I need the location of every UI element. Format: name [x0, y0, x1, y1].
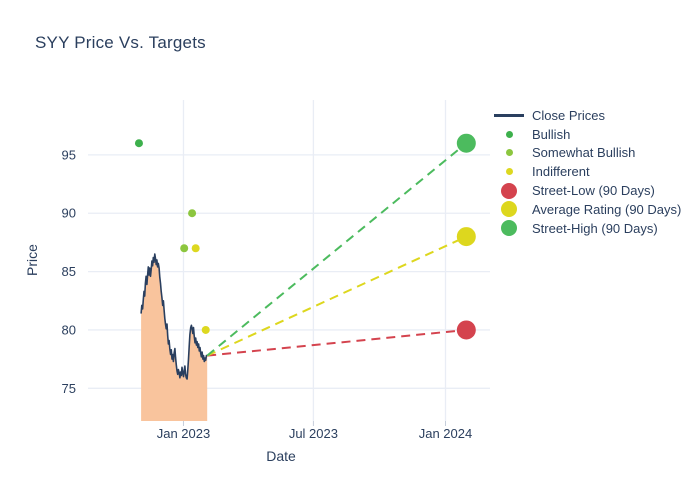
- legend-item-somewhat-bullish[interactable]: Somewhat Bullish: [494, 144, 681, 163]
- projection-line-street-low: [207, 328, 467, 357]
- projection-line-street-high: [206, 142, 467, 357]
- y-tick-label: 95: [62, 147, 76, 162]
- y-axis-title: Price: [24, 244, 40, 276]
- legend-label: Indifferent: [532, 164, 590, 180]
- rating-dot-indifferent[interactable]: [191, 244, 200, 253]
- x-tick-label: Jul 2023: [289, 426, 338, 441]
- legend-swatch-close-prices-icon: [494, 114, 524, 117]
- legend-swatch-street-high-90-days-icon: [494, 220, 524, 237]
- legend-item-bullish[interactable]: Bullish: [494, 125, 681, 144]
- x-axis-title: Date: [266, 448, 296, 464]
- legend-label: Street-High (90 Days): [532, 220, 658, 236]
- legend-label: Bullish: [532, 126, 571, 142]
- x-tick-label: Jan 2024: [419, 426, 473, 441]
- y-tick-label: 90: [62, 206, 76, 221]
- target-marker-street-low[interactable]: [456, 320, 476, 340]
- legend-label: Street-Low (90 Days): [532, 183, 655, 199]
- rating-dot-somewhat-bullish[interactable]: [180, 244, 189, 253]
- x-tick-label: Jan 2023: [157, 426, 211, 441]
- legend-label: Somewhat Bullish: [532, 145, 636, 161]
- y-tick-label: 85: [62, 264, 76, 279]
- target-marker-average-rating[interactable]: [456, 227, 476, 247]
- legend-swatch-average-rating-90-days-icon: [494, 201, 524, 218]
- legend-label: Close Prices: [532, 107, 605, 123]
- rating-dot-indifferent[interactable]: [201, 325, 210, 334]
- y-tick-label: 80: [62, 322, 76, 337]
- legend-item-close-prices[interactable]: Close Prices: [494, 106, 681, 125]
- legend-swatch-street-low-90-days-icon: [494, 182, 524, 199]
- legend-item-street-high-90-days[interactable]: Street-High (90 Days): [494, 219, 681, 238]
- legend-swatch-bullish-icon: [494, 130, 524, 138]
- y-tick-label: 75: [62, 381, 76, 396]
- close-prices-area: [141, 254, 208, 421]
- legend-swatch-indifferent-icon: [494, 168, 524, 176]
- legend-swatch-somewhat-bullish-icon: [494, 149, 524, 157]
- legend-item-indifferent[interactable]: Indifferent: [494, 162, 681, 181]
- legend-label: Average Rating (90 Days): [532, 201, 682, 217]
- close-prices-line[interactable]: [140, 253, 208, 380]
- page-title: SYY Price Vs. Targets: [35, 33, 206, 52]
- rating-dot-bullish[interactable]: [134, 139, 143, 148]
- target-marker-street-high[interactable]: [456, 133, 476, 153]
- legend: Close Prices Bullish Somewhat Bullish Indif…: [494, 106, 681, 238]
- legend-item-average-rating-90-days[interactable]: Average Rating (90 Days): [494, 200, 681, 219]
- rating-dot-somewhat-bullish[interactable]: [188, 209, 197, 218]
- projection-line-average-rating: [206, 235, 467, 357]
- legend-item-street-low-90-days[interactable]: Street-Low (90 Days): [494, 181, 681, 200]
